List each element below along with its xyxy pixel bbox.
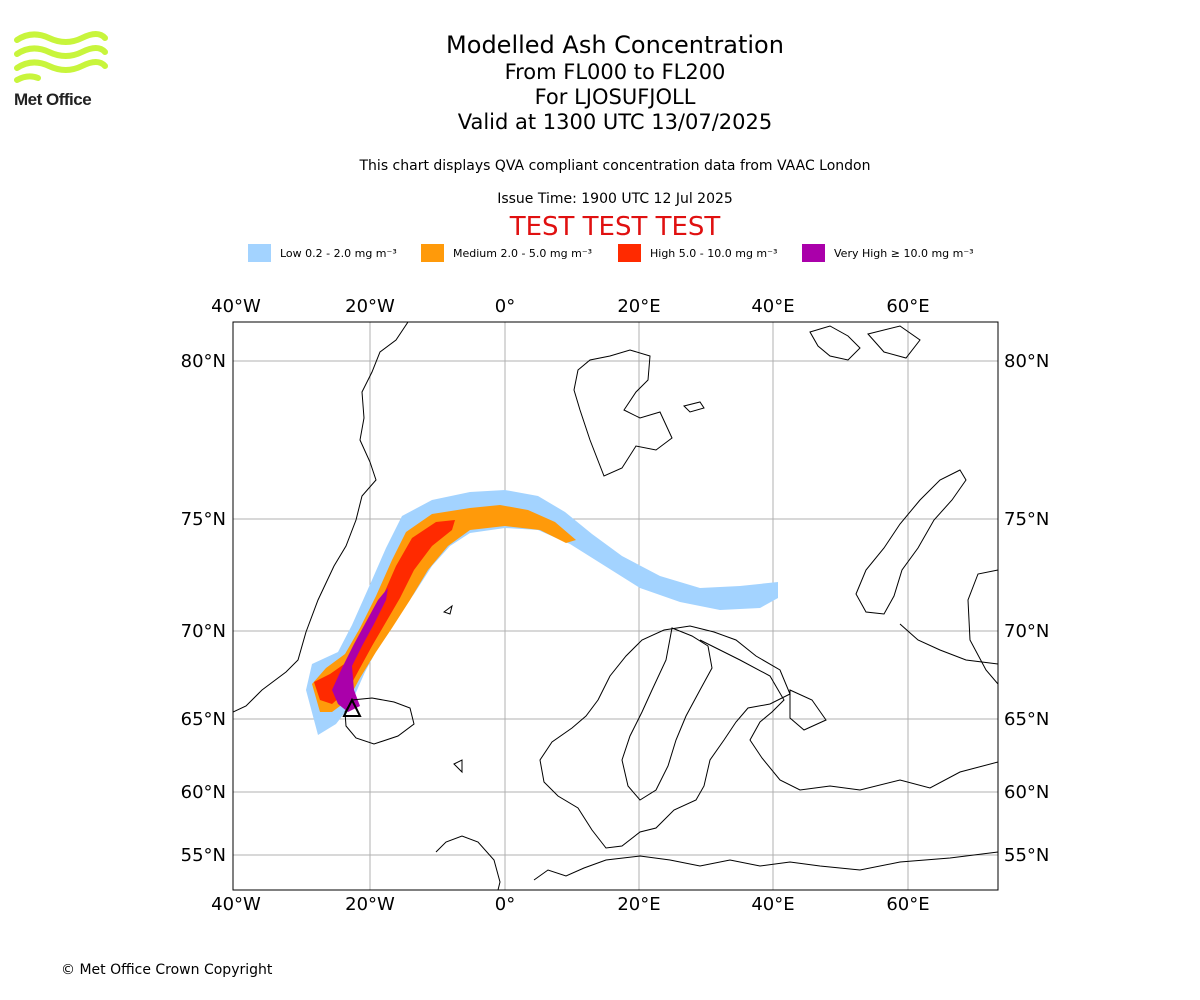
lon-tick-top: 20°W — [345, 296, 395, 317]
lon-tick-bottom: 0° — [495, 894, 515, 915]
lat-tick-left: 80°N — [181, 351, 226, 372]
lon-ticks-bottom: 40°W 20°W 0° 20°E 40°E 60°E — [211, 894, 929, 915]
chart-title: Modelled Ash Concentration — [446, 31, 784, 59]
lon-tick-bottom: 40°E — [751, 894, 794, 915]
legend-label-high: High 5.0 - 10.0 mg m⁻³ — [650, 246, 778, 260]
met-office-wave-icon — [14, 31, 108, 83]
legend: Low 0.2 - 2.0 mg m⁻³ Medium 2.0 - 5.0 mg… — [248, 244, 1008, 264]
legend-swatch-high — [618, 244, 641, 262]
lon-ticks-top: 40°W 20°W 0° 20°E 40°E 60°E — [211, 296, 929, 317]
map-frame — [232, 321, 999, 891]
gridlines — [233, 322, 998, 890]
met-office-logo-text: Met Office — [14, 90, 92, 109]
lon-tick-top: 40°E — [751, 296, 794, 317]
valid-time: Valid at 1300 UTC 13/07/2025 — [457, 110, 773, 134]
lat-tick-right: 80°N — [1004, 351, 1049, 372]
lat-tick-right: 65°N — [1004, 709, 1049, 730]
legend-swatch-medium — [421, 244, 444, 262]
lat-tick-right: 75°N — [1004, 509, 1049, 530]
volcano-name: For LJOSUFJOLL — [534, 85, 696, 109]
lon-tick-bottom: 40°W — [211, 894, 261, 915]
legend-label-medium: Medium 2.0 - 5.0 mg m⁻³ — [453, 246, 593, 260]
lat-tick-left: 70°N — [181, 621, 226, 642]
lat-tick-right: 70°N — [1004, 621, 1049, 642]
lon-tick-top: 20°E — [617, 296, 660, 317]
chart-subtitle: This chart displays QVA compliant concen… — [359, 158, 871, 174]
lon-tick-bottom: 20°E — [617, 894, 660, 915]
copyright-notice: © Met Office Crown Copyright — [61, 962, 273, 978]
legend-label-very-high: Very High ≥ 10.0 mg m⁻³ — [834, 246, 974, 260]
lat-ticks-left: 80°N 75°N 70°N 65°N 60°N 55°N — [181, 351, 226, 866]
legend-item-high: High 5.0 - 10.0 mg m⁻³ — [618, 244, 777, 262]
legend-label-low: Low 0.2 - 2.0 mg m⁻³ — [280, 246, 397, 260]
ash-high-region — [314, 520, 455, 704]
chart-title-block: Modelled Ash Concentration From FL000 to… — [300, 30, 930, 135]
lat-tick-left: 60°N — [181, 782, 226, 803]
lat-tick-right: 55°N — [1004, 845, 1049, 866]
lat-tick-left: 65°N — [181, 709, 226, 730]
lat-tick-left: 75°N — [181, 509, 226, 530]
lon-tick-top: 60°E — [886, 296, 929, 317]
legend-item-low: Low 0.2 - 2.0 mg m⁻³ — [248, 244, 397, 262]
legend-swatch-low — [248, 244, 271, 262]
lat-tick-right: 60°N — [1004, 782, 1049, 803]
legend-item-very-high: Very High ≥ 10.0 mg m⁻³ — [802, 244, 974, 262]
test-banner: TEST TEST TEST — [509, 212, 721, 242]
lon-tick-top: 40°W — [211, 296, 261, 317]
lon-tick-bottom: 60°E — [886, 894, 929, 915]
ash-very-high-region — [332, 588, 388, 712]
flight-level-range: From FL000 to FL200 — [504, 60, 726, 84]
volcano-marker-icon — [342, 697, 362, 717]
lon-tick-bottom: 20°W — [345, 894, 395, 915]
coastlines — [233, 322, 998, 890]
legend-item-medium: Medium 2.0 - 5.0 mg m⁻³ — [421, 244, 592, 262]
issue-time: Issue Time: 1900 UTC 12 Jul 2025 — [497, 191, 733, 207]
legend-swatch-very-high — [802, 244, 825, 262]
lat-tick-left: 55°N — [181, 845, 226, 866]
lon-tick-top: 0° — [495, 296, 515, 317]
met-office-logo: Met Office — [14, 30, 110, 114]
lat-ticks-right: 80°N 75°N 70°N 65°N 60°N 55°N — [1004, 351, 1049, 866]
